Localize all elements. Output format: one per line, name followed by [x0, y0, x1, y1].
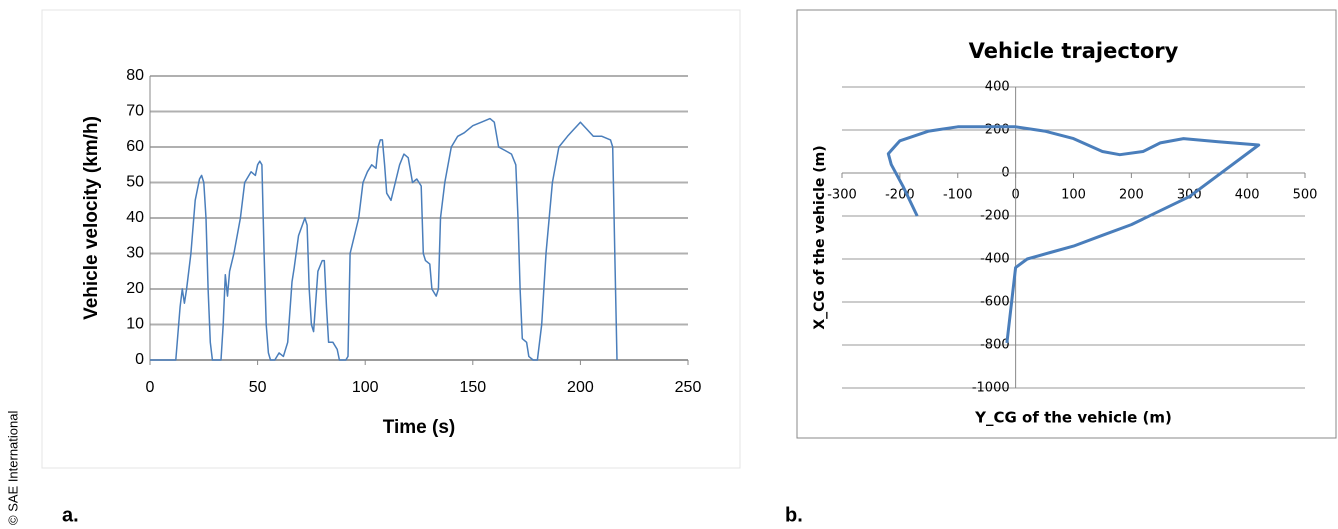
- panel-b-frame: [796, 9, 1337, 439]
- y-tick-label: 80: [126, 67, 144, 84]
- x-tick-label: 100: [1061, 188, 1086, 203]
- y-tick-label: 30: [126, 245, 144, 262]
- x-axis-label: Time (s): [383, 417, 456, 438]
- y-tick-label: 70: [126, 103, 144, 120]
- x-tick-label: -100: [943, 188, 973, 203]
- y-tick-label: -200: [980, 209, 1010, 224]
- y-tick-label: -800: [980, 338, 1010, 353]
- y-tick-label: -400: [980, 252, 1010, 267]
- chart-title: Vehicle trajectory: [969, 39, 1179, 63]
- data-line: [886, 125, 1261, 344]
- x-tick-label: 200: [1119, 188, 1144, 203]
- credit: © SAE International: [5, 411, 20, 525]
- x-tick-label: 500: [1293, 188, 1318, 203]
- x-tick-label: 200: [567, 379, 594, 396]
- y-tick-label: 400: [985, 80, 1010, 95]
- x-tick-label: 150: [459, 379, 486, 396]
- panel-a-frame: [41, 9, 741, 469]
- panel-label: b.: [785, 504, 803, 526]
- y-tick-label: 20: [126, 280, 144, 297]
- x-axis-label: Y_CG of the vehicle (m): [974, 409, 1172, 427]
- y-tick-label: 60: [126, 138, 144, 155]
- y-axis-label: X_CG of the vehicle (m): [812, 145, 828, 329]
- x-tick-label: 50: [249, 379, 267, 396]
- y-tick-label: -1000: [972, 381, 1010, 396]
- data-line: [150, 117, 618, 361]
- y-tick-label: 50: [126, 174, 144, 191]
- y-tick-label: 40: [126, 209, 144, 226]
- x-tick-label: 0: [146, 379, 155, 396]
- chart: 0 10 20 30 40 50 60 70 80 0 50 100 150 200 250 Time (s)…: [81, 67, 701, 438]
- y-tick-label: 0: [135, 351, 144, 368]
- y-tick-label: -600: [980, 295, 1010, 310]
- x-tick-label: -300: [827, 188, 857, 203]
- x-tick-label: 250: [675, 379, 702, 396]
- y-tick-label: 200: [985, 123, 1010, 138]
- x-tick-label: 100: [352, 379, 379, 396]
- x-tick-label: 400: [1235, 188, 1260, 203]
- x-tick-label: -200: [885, 188, 915, 203]
- y-tick-label: 10: [126, 316, 144, 333]
- y-axis-label: Vehicle velocity (km/h): [81, 116, 102, 320]
- panel-label: a.: [62, 504, 79, 526]
